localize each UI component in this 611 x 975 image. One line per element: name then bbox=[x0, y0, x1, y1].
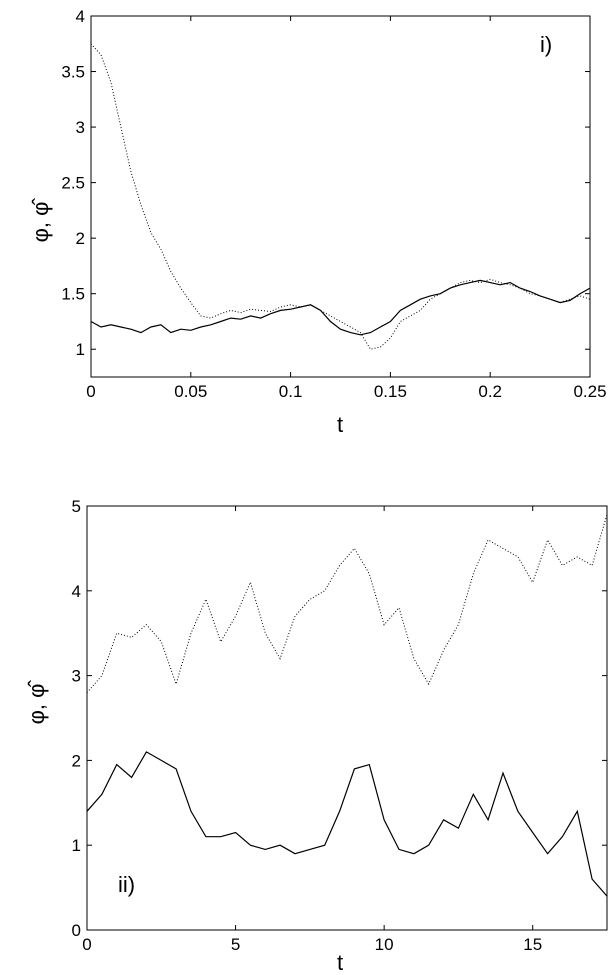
y-tick-label: 1 bbox=[72, 836, 81, 855]
y-axis-label: φ, φ̂ bbox=[24, 680, 49, 725]
x-axis-label: t bbox=[337, 950, 343, 975]
x-tick-label: 0.2 bbox=[478, 382, 502, 401]
y-tick-label: 2.5 bbox=[61, 174, 85, 193]
y-tick-label: 3 bbox=[76, 118, 85, 137]
x-tick-label: 10 bbox=[375, 935, 394, 954]
chart-panel-i: i) t φ, φ̂ 0 0.05 0.1 0.15 0.2 0.25 1 1.5 2 2.5 3 3… bbox=[28, 7, 607, 437]
y-tick-label: 4 bbox=[72, 582, 81, 601]
panel-label: ii) bbox=[118, 872, 135, 897]
chart-panel-ii: ii) t φ, φ̂ 0 5 10 15 0 1 2 3 4 5 bbox=[24, 497, 608, 975]
y-axis-label: φ, φ̂ bbox=[28, 198, 53, 243]
x-tick-label: 5 bbox=[231, 935, 240, 954]
y-tick-label: 1 bbox=[76, 340, 85, 359]
x-tick-label: 0 bbox=[82, 935, 91, 954]
y-tick-label: 1.5 bbox=[61, 285, 85, 304]
y-tick-label: 0 bbox=[72, 921, 81, 940]
y-tick-label: 5 bbox=[72, 497, 81, 516]
x-tick-label: 0.25 bbox=[573, 382, 606, 401]
y-tick-label: 3 bbox=[72, 667, 81, 686]
series-line-dotted bbox=[86, 514, 608, 693]
series-line-solid bbox=[86, 751, 608, 897]
x-axis-label: t bbox=[337, 412, 343, 437]
plot-frame bbox=[86, 505, 608, 931]
x-tick-label: 0.15 bbox=[374, 382, 407, 401]
y-tick-label: 2 bbox=[76, 229, 85, 248]
x-tick-label: 0 bbox=[86, 382, 95, 401]
y-tick-label: 4 bbox=[76, 7, 85, 26]
y-tick-label: 2 bbox=[72, 751, 81, 770]
series-line-solid bbox=[90, 279, 591, 336]
x-tick-label: 0.1 bbox=[279, 382, 303, 401]
x-tick-label: 15 bbox=[523, 935, 542, 954]
panel-label: i) bbox=[540, 32, 552, 57]
series-line-dotted bbox=[90, 43, 591, 350]
x-tick-label: 0.05 bbox=[174, 382, 207, 401]
plot-frame bbox=[90, 15, 591, 378]
y-tick-label: 3.5 bbox=[61, 63, 85, 82]
